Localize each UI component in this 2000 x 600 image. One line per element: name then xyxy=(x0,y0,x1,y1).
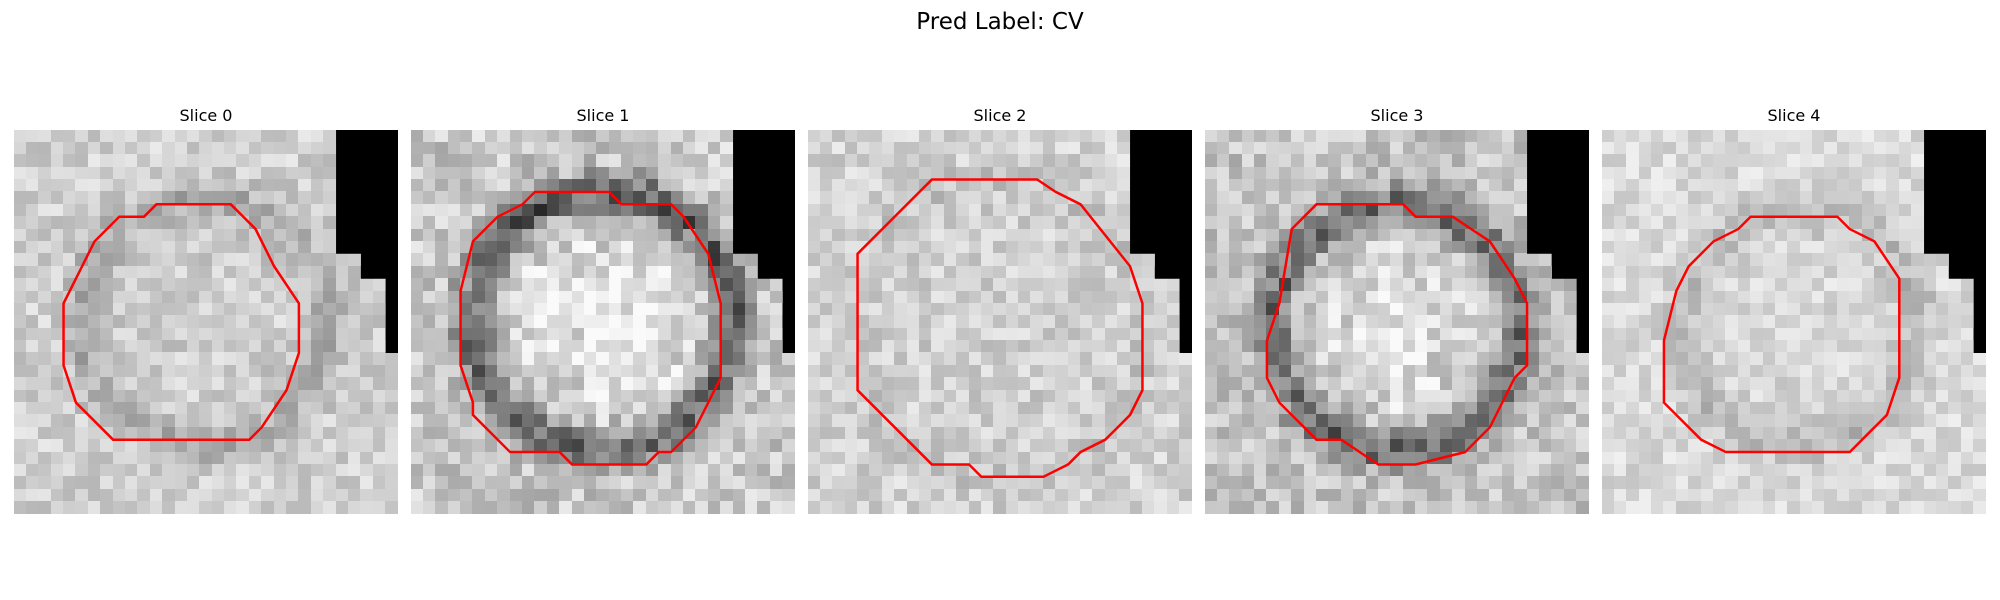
slice-title: Slice 0 xyxy=(179,106,233,125)
slice-title: Slice 2 xyxy=(973,106,1027,125)
slice-image xyxy=(411,130,795,514)
slice-panel-0: Slice 0 xyxy=(14,106,398,514)
slice-panel-4: Slice 4 xyxy=(1602,106,1986,514)
slice-image xyxy=(1205,130,1589,514)
slice-panel-2: Slice 2 xyxy=(808,106,1192,514)
slice-image xyxy=(14,130,398,514)
slice-title: Slice 1 xyxy=(576,106,630,125)
slice-title: Slice 3 xyxy=(1370,106,1424,125)
slice-panel-3: Slice 3 xyxy=(1205,106,1589,514)
slice-title: Slice 4 xyxy=(1767,106,1821,125)
slice-image xyxy=(808,130,1192,514)
slice-image xyxy=(1602,130,1986,514)
figure-title: Pred Label: CV xyxy=(916,9,1084,35)
slice-panel-1: Slice 1 xyxy=(411,106,795,514)
